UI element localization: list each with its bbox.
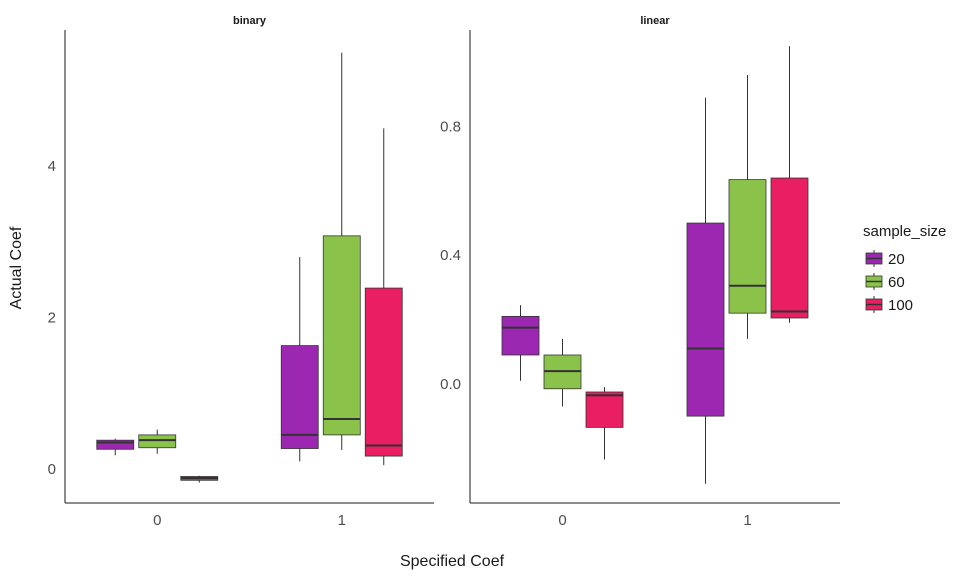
legend-label: 100 <box>888 297 913 314</box>
x-tick-label: 1 <box>743 512 751 529</box>
box-rect <box>686 222 725 417</box>
y-tick-label: 2 <box>48 310 56 327</box>
x-tick-label: 1 <box>338 512 346 529</box>
box-rect <box>770 177 809 319</box>
x-axis-title: Specified Coef <box>400 553 505 570</box>
y-tick-label: 0.8 <box>440 119 461 136</box>
box-linear-1-100 <box>770 46 809 323</box>
x-tick-label: 0 <box>153 512 161 529</box>
y-tick-label: 4 <box>48 158 56 175</box>
legend-label: 20 <box>888 251 905 268</box>
legend-entry-60: 60 <box>865 273 905 291</box>
box-linear-0-60 <box>543 338 582 407</box>
panel-binary: binary 0 2 4 0 1 <box>48 15 434 529</box>
box-linear-0-100 <box>585 387 624 460</box>
y-axis-title: Actual Coef <box>8 226 25 309</box>
box-rect <box>585 391 624 428</box>
legend-label: 60 <box>888 274 905 291</box>
box-rect <box>364 287 403 457</box>
box-rect <box>96 439 135 450</box>
box-linear-1-60 <box>728 75 767 339</box>
legend-title: sample_size <box>863 223 946 240</box>
box-linear-1-20 <box>686 97 725 484</box>
box-binary-0-100 <box>180 475 219 483</box>
x-tick-label: 0 <box>558 512 566 529</box>
strip-label: linear <box>640 15 670 27</box>
box-rect <box>728 179 767 314</box>
box-binary-0-60 <box>138 429 177 454</box>
box-binary-0-20 <box>96 438 135 456</box>
box-linear-0-20 <box>501 305 540 381</box>
box-binary-1-100 <box>364 128 403 466</box>
legend-entry-100: 100 <box>865 296 913 314</box>
y-tick-label: 0.0 <box>440 376 461 393</box>
box-binary-1-20 <box>280 257 319 462</box>
box-binary-1-60 <box>322 52 361 451</box>
box-rect <box>138 434 177 449</box>
legend-entry-20: 20 <box>865 250 905 268</box>
y-tick-label: 0 <box>48 461 56 478</box>
box-rect <box>280 345 319 449</box>
legend: sample_size 20 60 100 <box>863 223 946 314</box>
box-rect <box>322 235 361 436</box>
strip-label: binary <box>233 15 267 27</box>
panel-linear: linear 0.0 0.4 0.8 0 1 <box>440 15 840 529</box>
y-tick-label: 0.4 <box>440 247 461 264</box>
box-rect <box>501 315 540 356</box>
